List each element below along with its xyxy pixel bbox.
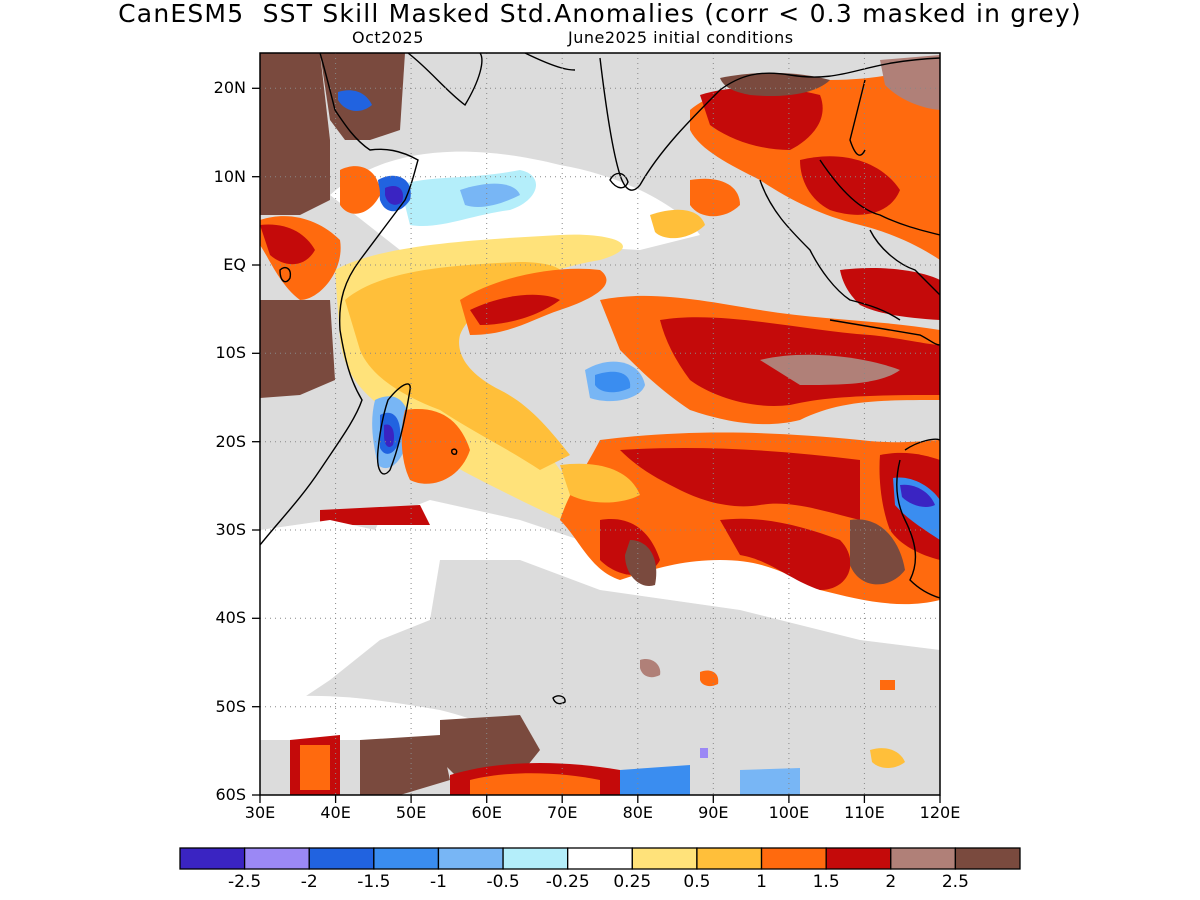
colorbar-swatch	[890, 847, 957, 870]
anomaly-contour-neg2.5	[385, 185, 404, 205]
colorbar-label: -0.5	[486, 872, 520, 892]
colorbar-label: -1	[429, 872, 447, 892]
lon-label-60e: 60E	[471, 803, 502, 822]
anomaly-contour-2.5	[640, 659, 661, 678]
colorbar-swatch	[502, 847, 569, 870]
initial-conditions-label: June2025 initial conditions	[568, 28, 794, 47]
lat-label-50s: 50S	[215, 697, 246, 716]
lat-label-10n: 10N	[213, 167, 246, 186]
colorbar-label: 2.5	[941, 872, 969, 892]
lon-label-100e: 100E	[768, 803, 810, 822]
anomaly-contour-gt2.5	[720, 72, 830, 97]
colorbar-label: 0.5	[683, 872, 711, 892]
anomaly-contour-1.5	[880, 680, 895, 690]
colorbar-swatch	[696, 847, 763, 870]
anomaly-contour-2.5	[760, 354, 900, 385]
neutral-region	[260, 520, 440, 720]
anomaly-contour-gt2.5	[260, 300, 335, 398]
colorbar-swatch	[437, 847, 504, 870]
anomaly-contour-2.5	[880, 55, 940, 110]
anomaly-contour-2	[620, 448, 860, 520]
lon-label-50e: 50E	[395, 803, 427, 822]
anomaly-contour-neg0.5	[460, 183, 520, 207]
anomaly-contour-1	[650, 209, 705, 239]
anomaly-contour-neg1.5	[338, 90, 372, 112]
colorbar-label: 0.25	[613, 872, 652, 892]
anomaly-contour-1	[870, 748, 905, 768]
anomaly-contour-2	[320, 505, 430, 525]
anomaly-contour-1	[560, 463, 640, 503]
grid-lines	[260, 53, 940, 795]
colorbar-label: 1	[756, 872, 767, 892]
anomaly-contour-2	[700, 87, 823, 150]
anomaly-contour-2	[840, 268, 940, 320]
lat-label-20n: 20N	[213, 78, 246, 97]
anomaly-contour-gt2.5	[850, 519, 905, 585]
lat-label-10s: 10S	[215, 343, 246, 362]
anomaly-contour-2	[260, 224, 315, 265]
colorbar-label: 1.5	[812, 872, 840, 892]
anomaly-contour-1.5	[401, 409, 470, 484]
anomaly-contour-neg1	[595, 371, 631, 393]
anomaly-field	[260, 53, 940, 795]
lon-label-80e: 80E	[622, 803, 654, 822]
anomaly-contour-1.5	[700, 670, 719, 687]
lon-label-40e: 40E	[320, 803, 351, 822]
colorbar	[179, 847, 1021, 870]
anomaly-contour-1.5	[690, 178, 740, 217]
colorbar-swatch	[760, 847, 827, 870]
lat-label-40s: 40S	[215, 608, 246, 627]
anomaly-contour-neg2.5	[384, 424, 394, 447]
colorbar-label: -1.5	[357, 872, 391, 892]
anomaly-contour-gt2.5	[625, 540, 657, 586]
anomaly-contour-1.5	[340, 166, 380, 214]
coastlines	[260, 53, 940, 705]
colorbar-label: 2	[885, 872, 897, 892]
colorbar-label: -2.5	[228, 872, 262, 892]
lat-label-60s: 60S	[215, 785, 246, 804]
axis-ticks	[252, 87, 941, 803]
colorbar-swatch	[631, 847, 698, 870]
colorbar-swatch	[825, 847, 892, 870]
lon-label-70e: 70E	[546, 803, 578, 822]
anomaly-contour-2	[470, 294, 560, 325]
anomaly-contour-1	[345, 262, 570, 470]
lat-label-30s: 30S	[215, 520, 246, 539]
lon-label-120e: 120E	[919, 803, 961, 822]
map-title: CanESM5 SST Skill Masked Std.Anomalies (…	[118, 0, 1082, 28]
map-frame	[259, 52, 941, 796]
colorbar-swatch	[179, 847, 246, 870]
forecast-month: Oct2025	[352, 28, 424, 47]
lon-label-90e: 90E	[698, 803, 729, 822]
anomaly-contour-gt2.5	[260, 53, 330, 215]
anomaly-contour-2	[800, 156, 900, 215]
lon-label-30e: 30E	[244, 803, 276, 822]
colorbar-swatch	[373, 847, 440, 870]
colorbar-label: -0.25	[545, 872, 590, 892]
colorbar-swatch	[567, 847, 633, 870]
lon-label-110e: 110E	[844, 803, 885, 822]
lat-label-eq: EQ	[223, 255, 246, 274]
anomaly-contour-gt2.5	[440, 715, 540, 780]
anomaly-contour-neg0.5	[740, 768, 800, 795]
anomaly-contour-gt2.5	[360, 735, 450, 795]
colorbar-swatch	[308, 847, 375, 870]
lat-label-20s: 20S	[215, 432, 246, 451]
anomaly-contour-neg1	[620, 765, 690, 795]
anomaly-contour-neg2.5	[900, 484, 935, 508]
colorbar-swatch	[243, 847, 310, 870]
colorbar-swatch	[954, 847, 1021, 870]
anomaly-contour-2	[720, 518, 851, 590]
anomaly-contour-neg2	[700, 748, 708, 758]
colorbar-label: -2	[300, 872, 318, 892]
anomaly-contour-1.5	[470, 773, 600, 795]
anomaly-contour-1.5	[300, 745, 330, 790]
